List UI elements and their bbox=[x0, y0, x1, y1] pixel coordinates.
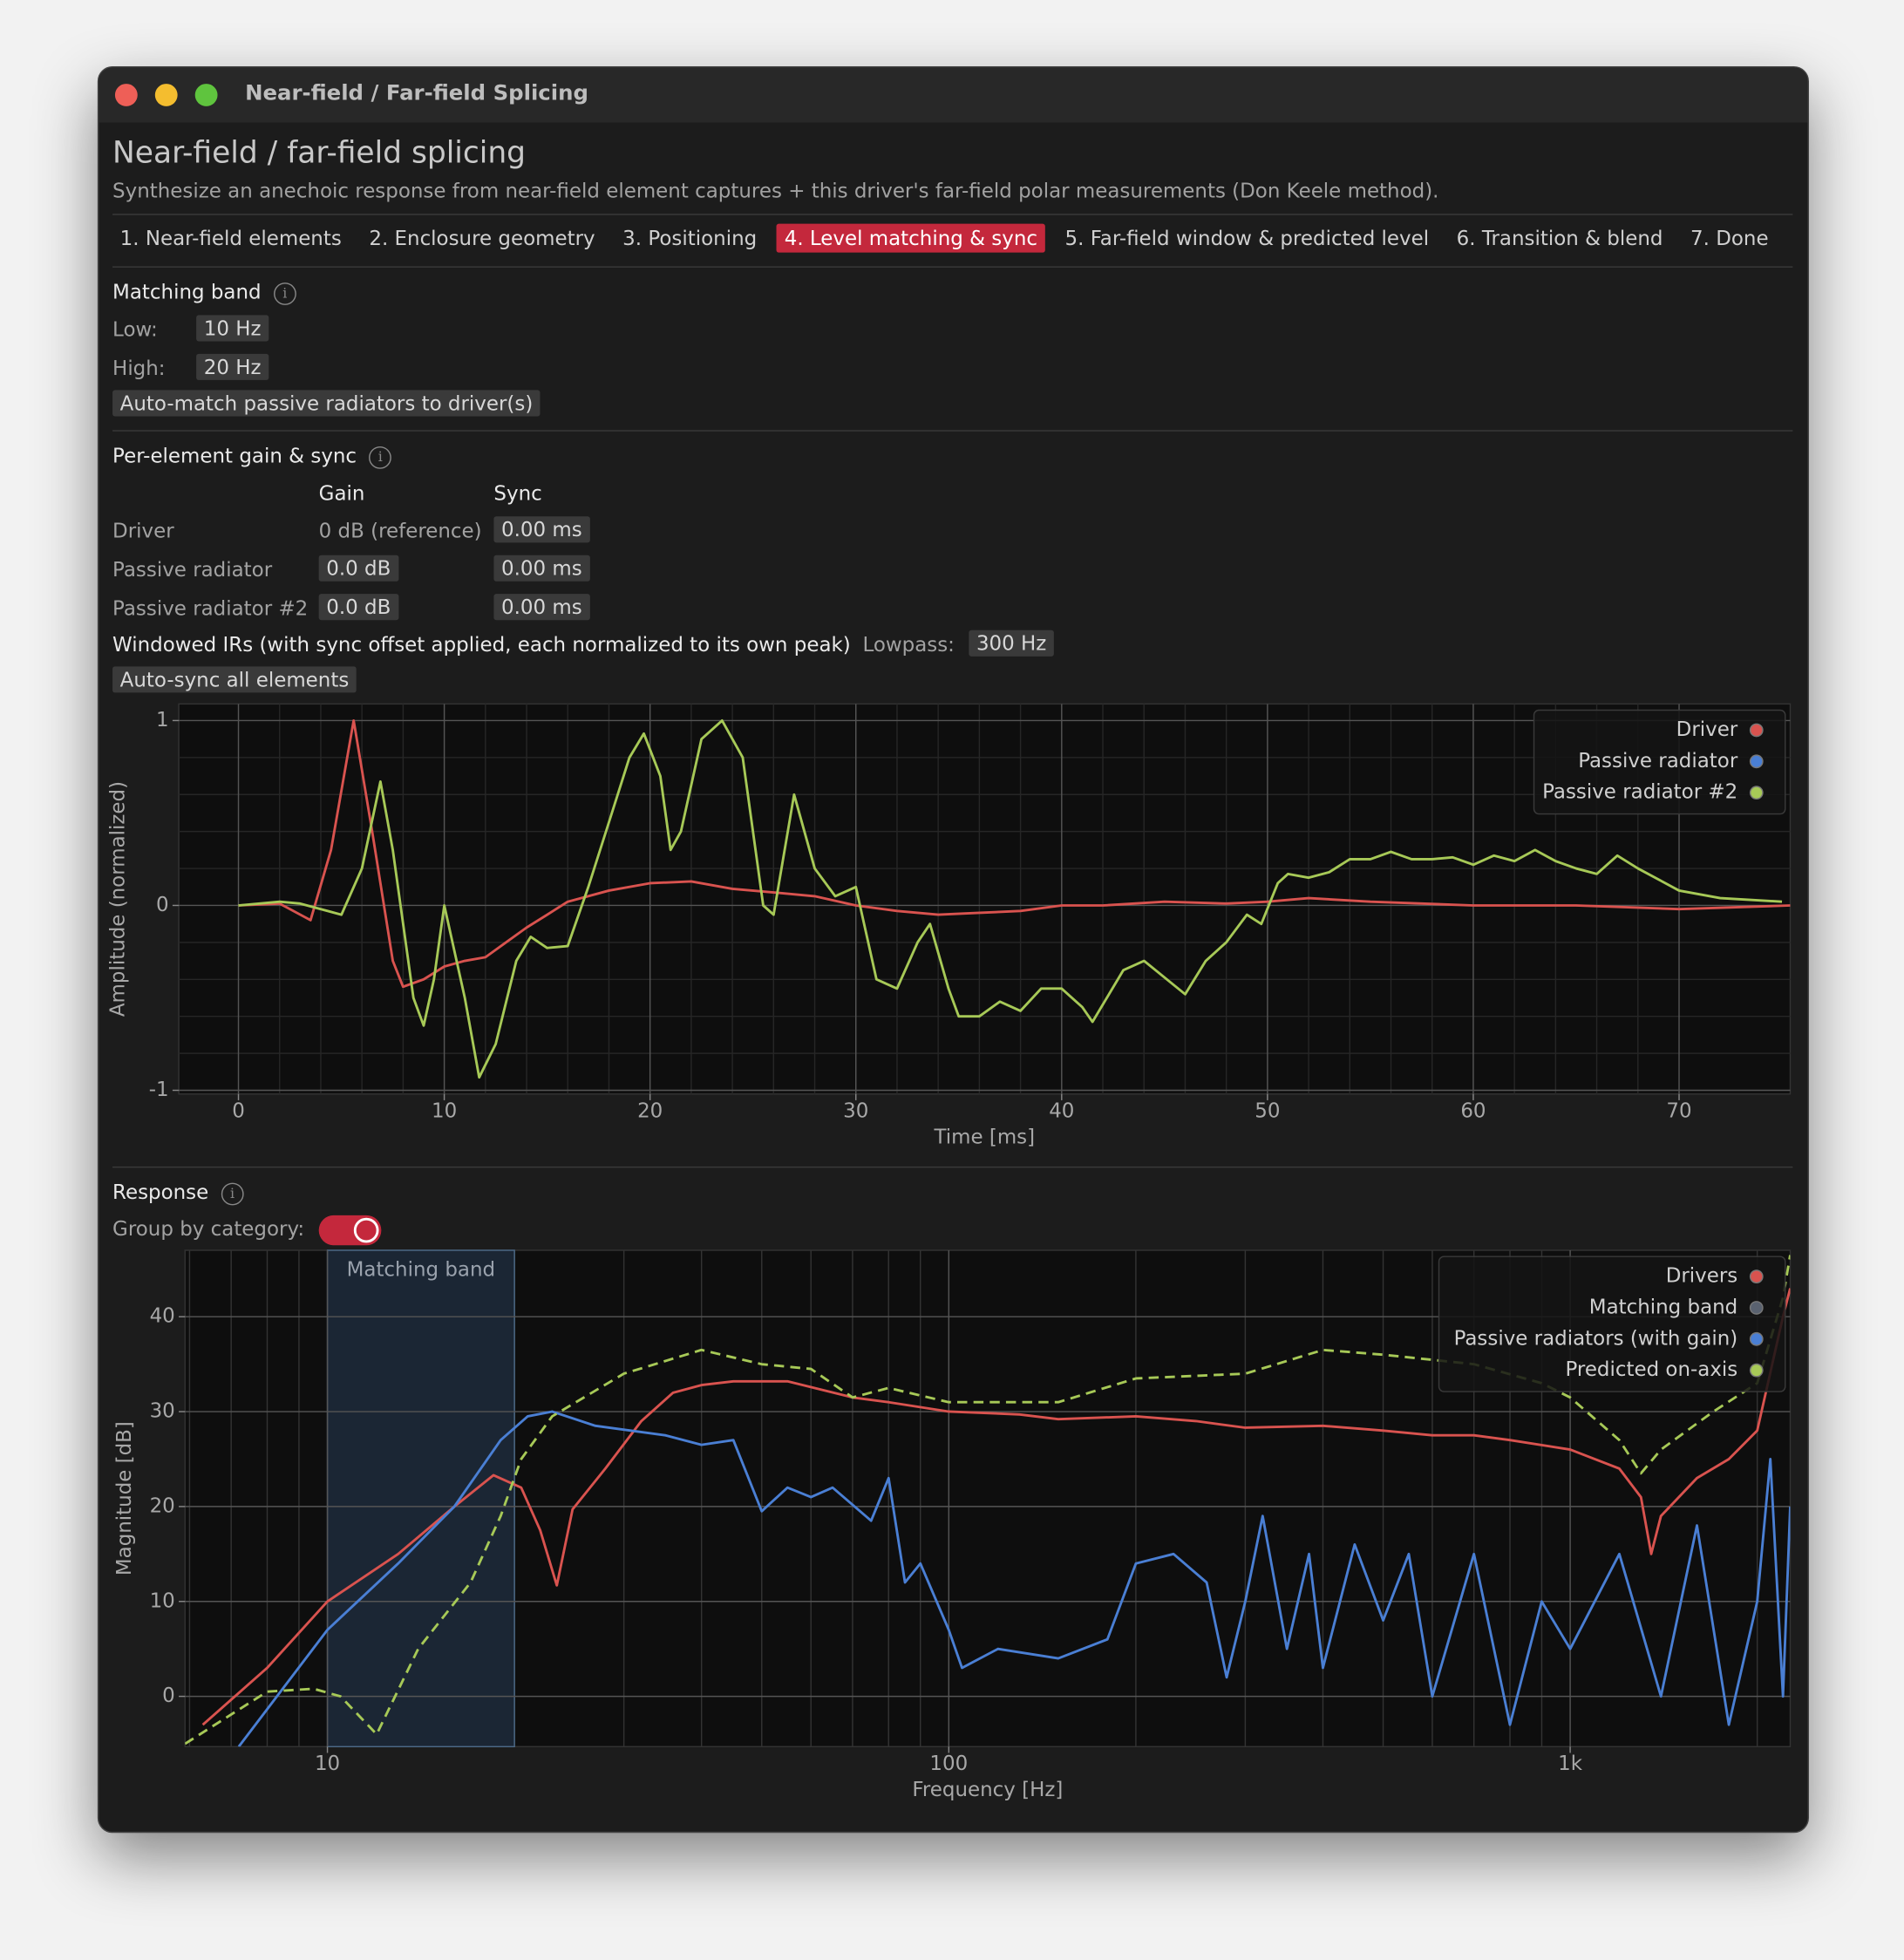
x-axis-label: Frequency [Hz] bbox=[912, 1779, 1063, 1801]
legend-swatch bbox=[1749, 1331, 1764, 1346]
series-line bbox=[238, 718, 1791, 989]
label: Group by category: bbox=[112, 1216, 305, 1241]
y-tick-label: 30 bbox=[150, 1400, 175, 1423]
tab[interactable]: 5. Far-field window & predicted level bbox=[1064, 226, 1430, 250]
sync-input[interactable]: 0.00 ms bbox=[493, 594, 590, 621]
y-tick-label: -1 bbox=[149, 1079, 169, 1101]
tab[interactable]: 7. Done bbox=[1690, 226, 1769, 250]
legend-label: Driver bbox=[1676, 718, 1738, 741]
page-subtitle: Synthesize an anechoic response from nea… bbox=[112, 179, 1439, 203]
band-label: Matching band bbox=[347, 1258, 495, 1281]
x-tick-label: 100 bbox=[929, 1752, 968, 1775]
legend-swatch bbox=[1749, 1301, 1764, 1315]
sync-input[interactable]: 0.00 ms bbox=[493, 555, 590, 582]
high-input[interactable]: 20 Hz bbox=[196, 353, 269, 380]
gain-text: 0 dB (reference) bbox=[318, 519, 482, 543]
legend-label: Drivers bbox=[1666, 1265, 1738, 1288]
legend-label: Passive radiator bbox=[1578, 750, 1738, 772]
gain-input[interactable]: 0.0 dB bbox=[318, 594, 398, 621]
legend-swatch bbox=[1749, 786, 1764, 800]
series-line bbox=[237, 1410, 1791, 1747]
legend-label: Matching band bbox=[1589, 1296, 1737, 1318]
label: Per-element gain & sync bbox=[112, 444, 357, 468]
legend-swatch bbox=[1749, 1363, 1764, 1378]
y-tick-label: 0 bbox=[162, 1684, 175, 1707]
tab[interactable]: 3. Positioning bbox=[622, 226, 758, 250]
legend-box bbox=[1533, 709, 1786, 815]
section-title: Matching band i bbox=[112, 280, 296, 305]
row-label: Driver bbox=[112, 519, 174, 543]
window-title: Near-field / Far-field Splicing bbox=[245, 81, 588, 106]
y-tick-label: 1 bbox=[156, 709, 169, 732]
label: High: bbox=[112, 356, 166, 380]
minimize-button[interactable] bbox=[154, 84, 178, 106]
y-axis-label: Magnitude [dB] bbox=[113, 1421, 136, 1575]
plot-area bbox=[178, 703, 1792, 1095]
label: Low: bbox=[112, 317, 158, 342]
tab[interactable]: 6. Transition & blend bbox=[1456, 226, 1663, 250]
y-tick-label: 0 bbox=[156, 894, 169, 916]
x-tick-label: 40 bbox=[1049, 1099, 1074, 1122]
lowpass-input[interactable]: 300 Hz bbox=[969, 630, 1054, 657]
section-title: Response i bbox=[112, 1180, 244, 1205]
y-axis-label: Amplitude (normalized) bbox=[107, 781, 130, 1017]
gain-input[interactable]: 0.0 dB bbox=[318, 555, 398, 582]
legend-swatch bbox=[1749, 754, 1764, 769]
sync-input[interactable]: 0.00 ms bbox=[493, 516, 590, 543]
legend-box bbox=[1438, 1256, 1786, 1392]
zoom-button[interactable] bbox=[194, 84, 218, 106]
toggle-knob bbox=[353, 1217, 379, 1243]
info-icon[interactable]: i bbox=[221, 1181, 244, 1205]
column-header: Sync bbox=[493, 481, 542, 506]
tab[interactable]: 1. Near-field elements bbox=[119, 226, 342, 250]
y-tick-label: 20 bbox=[150, 1494, 175, 1517]
x-tick-label: 10 bbox=[432, 1099, 457, 1122]
legend-label: Passive radiator #2 bbox=[1542, 781, 1737, 804]
low-input[interactable]: 10 Hz bbox=[196, 315, 269, 342]
column-header: Gain bbox=[318, 481, 365, 506]
group-toggle[interactable] bbox=[318, 1215, 382, 1246]
series-line bbox=[238, 718, 1783, 1079]
title-bar bbox=[99, 67, 1808, 123]
x-tick-label: 70 bbox=[1666, 1099, 1691, 1122]
section-title: Per-element gain & sync i bbox=[112, 444, 392, 469]
tab[interactable]: 2. Enclosure geometry bbox=[369, 226, 595, 250]
row-label: Passive radiator #2 bbox=[112, 596, 309, 621]
x-tick-label: 50 bbox=[1255, 1099, 1280, 1122]
x-tick-label: 1k bbox=[1558, 1752, 1583, 1775]
series-line bbox=[201, 1288, 1791, 1726]
tab-bar: 1. Near-field elements 2. Enclosure geome… bbox=[112, 223, 1776, 253]
x-tick-label: 10 bbox=[315, 1752, 340, 1775]
label: Matching band bbox=[112, 280, 262, 304]
separator bbox=[112, 266, 1793, 268]
legend-swatch bbox=[1749, 723, 1764, 738]
tab[interactable]: 4. Level matching & sync bbox=[777, 223, 1045, 253]
auto-sync-button[interactable]: Auto-sync all elements bbox=[112, 666, 357, 693]
info-icon[interactable]: i bbox=[369, 446, 392, 469]
x-tick-label: 0 bbox=[232, 1099, 245, 1122]
legend-label: Passive radiators (with gain) bbox=[1454, 1327, 1738, 1350]
label: Response bbox=[112, 1180, 209, 1204]
legend-swatch bbox=[1749, 1269, 1764, 1284]
series-line bbox=[185, 1255, 1791, 1746]
legend-label: Predicted on-axis bbox=[1565, 1358, 1737, 1381]
page-title: Near-field / far-field splicing bbox=[112, 134, 526, 171]
label: Lowpass: bbox=[862, 632, 955, 657]
matching-band bbox=[326, 1249, 515, 1748]
section-title: Windowed IRs (with sync offset applied, … bbox=[112, 632, 851, 657]
separator bbox=[112, 430, 1793, 432]
auto-match-button[interactable]: Auto-match passive radiators to driver(s… bbox=[112, 390, 541, 417]
info-icon[interactable]: i bbox=[273, 282, 296, 305]
x-tick-label: 60 bbox=[1460, 1099, 1486, 1122]
x-tick-label: 20 bbox=[637, 1099, 663, 1122]
close-button[interactable] bbox=[114, 84, 138, 106]
y-tick-label: 10 bbox=[150, 1589, 175, 1612]
x-tick-label: 30 bbox=[843, 1099, 868, 1122]
y-tick-label: 40 bbox=[150, 1305, 175, 1328]
row-label: Passive radiator bbox=[112, 557, 273, 582]
x-axis-label: Time [ms] bbox=[933, 1126, 1035, 1148]
